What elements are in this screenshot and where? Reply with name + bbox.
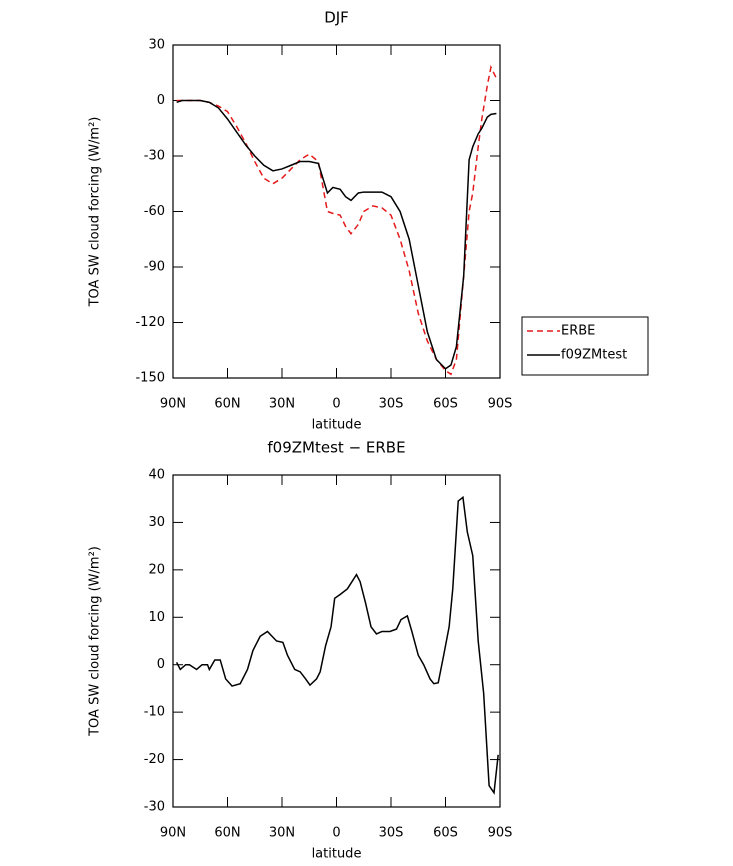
y-axis-label: TOA SW cloud forcing (W/m²) xyxy=(88,546,103,737)
x-tick-label: 30S xyxy=(379,397,404,412)
x-tick-label: 30N xyxy=(269,826,295,841)
data-line xyxy=(176,99,497,370)
y-tick-label: -30 xyxy=(144,800,165,815)
x-tick-label: 30N xyxy=(269,397,295,412)
legend-box xyxy=(521,316,649,376)
y-tick-label: -120 xyxy=(135,315,165,330)
y-tick-label: 30 xyxy=(148,515,165,530)
y-tick-label: 0 xyxy=(157,657,165,672)
y-axis-label: TOA SW cloud forcing (W/m²) xyxy=(88,117,103,308)
y-tick-label: 0 xyxy=(157,93,165,108)
x-tick-label: 60N xyxy=(214,826,240,841)
x-tick-label: 90N xyxy=(160,397,186,412)
legend-label: f09ZMtest xyxy=(561,348,627,363)
x-tick-label: 90S xyxy=(488,397,513,412)
y-tick-label: -150 xyxy=(135,371,165,386)
x-tick-label: 60N xyxy=(214,397,240,412)
y-tick-label: -10 xyxy=(144,705,165,720)
x-tick-label: 90N xyxy=(160,826,186,841)
x-tick-label: 30S xyxy=(379,826,404,841)
x-tick-label: 60S xyxy=(433,397,458,412)
y-tick-label: -20 xyxy=(144,752,165,767)
data-line xyxy=(176,64,498,376)
data-line xyxy=(175,495,499,795)
y-tick-label: 40 xyxy=(148,468,165,483)
legend-label: ERBE xyxy=(561,324,595,339)
y-tick-label: -60 xyxy=(144,204,165,219)
x-tick-label: 60S xyxy=(433,826,458,841)
x-tick-label: 0 xyxy=(332,397,340,412)
chart-title: f09ZMtest − ERBE xyxy=(267,439,405,457)
y-tick-label: 30 xyxy=(148,38,165,53)
x-axis-label: latitude xyxy=(312,847,362,862)
y-tick-label: 20 xyxy=(148,562,165,577)
x-tick-label: 0 xyxy=(332,826,340,841)
x-axis-label: latitude xyxy=(312,418,362,433)
plot-frame xyxy=(172,44,501,379)
y-tick-label: -90 xyxy=(144,260,165,275)
plot-frame xyxy=(172,474,501,808)
x-tick-label: 90S xyxy=(488,826,513,841)
y-tick-label: 10 xyxy=(148,610,165,625)
y-tick-label: -30 xyxy=(144,149,165,164)
chart-title: DJF xyxy=(324,9,349,27)
